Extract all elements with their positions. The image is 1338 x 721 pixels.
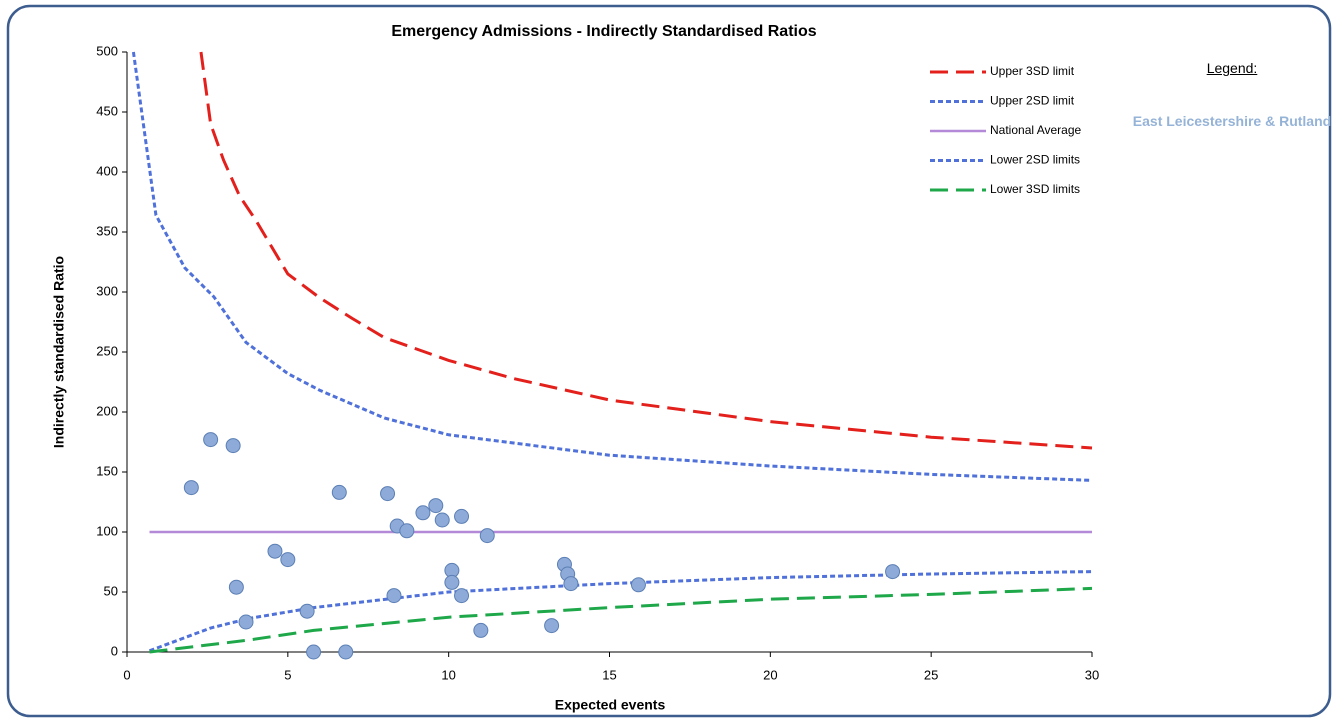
y-tick-label: 300 — [96, 283, 118, 298]
y-tick-label: 350 — [96, 223, 118, 238]
data-point — [434, 512, 450, 528]
data-point — [454, 508, 470, 524]
data-point — [225, 438, 241, 454]
x-tick-label: 0 — [123, 667, 130, 682]
limit-line — [131, 51, 1093, 482]
data-point — [386, 588, 402, 604]
data-point — [238, 614, 254, 630]
x-tick-label: 5 — [284, 667, 291, 682]
limit-line — [148, 570, 1093, 653]
x-tick-label: 30 — [1085, 667, 1099, 682]
legend-label: National Average — [990, 123, 1082, 137]
data-point — [444, 574, 460, 590]
y-tick-label: 250 — [96, 343, 118, 358]
data-point — [331, 484, 347, 500]
data-point — [415, 505, 431, 521]
limit-line — [149, 586, 1093, 654]
data-point — [563, 576, 579, 592]
x-tick-label: 10 — [441, 667, 455, 682]
x-tick-label: 25 — [924, 667, 938, 682]
data-point — [544, 618, 560, 634]
data-point — [399, 523, 415, 539]
legend-label: Upper 3SD limit — [990, 64, 1075, 78]
data-point — [338, 644, 354, 660]
y-tick-label: 200 — [96, 403, 118, 418]
legend-label: Lower 3SD limits — [990, 182, 1080, 196]
y-tick-label: 150 — [96, 463, 118, 478]
x-tick-label: 20 — [763, 667, 777, 682]
y-tick-label: 0 — [111, 643, 118, 658]
y-tick-label: 500 — [96, 43, 118, 58]
data-point — [299, 603, 315, 619]
y-axis-label: Indirectly standardised Ratio — [51, 256, 67, 448]
data-point — [479, 528, 495, 544]
panel-border — [6, 4, 1332, 718]
data-point — [228, 579, 244, 595]
data-point — [473, 622, 489, 638]
data-point — [267, 543, 283, 559]
data-point — [885, 564, 901, 580]
y-tick-label: 450 — [96, 103, 118, 118]
y-tick-label: 50 — [104, 583, 118, 598]
data-point — [630, 577, 646, 593]
side-legend-label: East Leicestershire & Rutland — [1132, 113, 1332, 129]
data-point — [203, 432, 219, 448]
data-point — [380, 486, 396, 502]
y-tick-label: 100 — [96, 523, 118, 538]
legend-label: Upper 2SD limit — [990, 94, 1075, 108]
chart-title: Emergency Admissions - Indirectly Standa… — [391, 23, 816, 40]
x-axis-label: Expected events — [555, 697, 666, 713]
data-point — [183, 480, 199, 496]
legend-label: Lower 2SD limits — [990, 153, 1080, 167]
y-tick-label: 400 — [96, 163, 118, 178]
side-legend-heading: Legend: — [1206, 60, 1258, 76]
data-point — [280, 552, 296, 568]
data-point — [428, 498, 444, 514]
data-point — [454, 588, 470, 604]
data-point — [306, 644, 322, 660]
limit-line — [199, 51, 1093, 450]
x-tick-label: 15 — [602, 667, 616, 682]
